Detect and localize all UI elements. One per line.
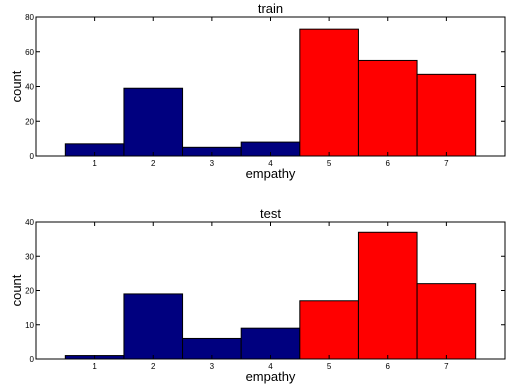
panel-1-xtick-label-7: 7	[444, 159, 449, 168]
panel-2-ytick-label-0: 0	[30, 355, 35, 364]
panel-1-xlabel: empathy	[246, 166, 296, 181]
panel-1-ytick-label-0: 0	[30, 152, 35, 161]
panel-1-ytick-label-60: 60	[25, 48, 34, 57]
panel-2-bar-7	[416, 283, 477, 360]
panel-2-ytick-label-30: 30	[25, 252, 34, 261]
panel-2-ytick-label-20: 20	[25, 287, 34, 296]
panel-1-xtick-label-5: 5	[327, 159, 332, 168]
panel-2-xtick-label-2: 2	[151, 362, 156, 371]
panel-2-xtick-label-7: 7	[444, 362, 449, 371]
panel-2-ytick-label-10: 10	[25, 321, 34, 330]
panel-1-bar-5	[299, 28, 359, 157]
panel-2-xtick-label-3: 3	[210, 362, 215, 371]
panel-2-ylabel: count	[9, 274, 24, 306]
panel-2-title: test	[260, 206, 281, 221]
panel-2-bar-6	[357, 231, 418, 360]
panel-2-xtick-label-6: 6	[386, 362, 391, 371]
panel-2-bar-5	[299, 300, 359, 360]
panel-2-bar-2	[123, 293, 184, 360]
panel-1-bar-2	[123, 87, 184, 157]
panel-1-bar-7	[416, 73, 477, 157]
panel-2-ytick-label-40: 40	[25, 218, 34, 227]
panel-1-xtick-label-4: 4	[268, 159, 273, 168]
panel-1-ylabel: count	[9, 70, 24, 102]
panel-1-title: train	[258, 1, 283, 16]
panel-1-ytick-label-20: 20	[25, 117, 34, 126]
panel-2-xlabel: empathy	[246, 369, 296, 384]
panel-2-xtick-label-1: 1	[92, 362, 97, 371]
panel-2-bar-4	[240, 327, 301, 360]
panel-1-ytick-label-80: 80	[25, 13, 34, 22]
panel-1-xtick-label-1: 1	[92, 159, 97, 168]
panel-2-xtick-label-5: 5	[327, 362, 332, 371]
panel-2-xtick-label-4: 4	[268, 362, 273, 371]
panel-1-xtick-label-6: 6	[386, 159, 391, 168]
panel-1-xtick-label-2: 2	[151, 159, 156, 168]
panel-1-ytick-label-40: 40	[25, 83, 34, 92]
panel-1-xtick-label-3: 3	[210, 159, 215, 168]
panel-1-bar-6	[357, 59, 418, 157]
